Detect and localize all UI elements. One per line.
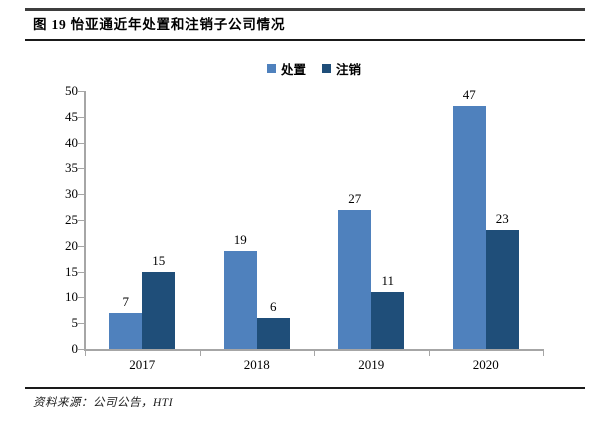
legend-item-deregistration: 注销 <box>322 59 361 78</box>
y-axis-line <box>84 91 86 349</box>
y-axis-tick <box>78 271 84 273</box>
x-axis-tick <box>428 351 430 356</box>
bar-disposal <box>338 209 372 349</box>
x-axis-tick <box>314 351 315 356</box>
x-axis-tick <box>199 351 201 356</box>
y-axis-tick <box>78 91 84 92</box>
bar-value-label: 7 <box>122 293 130 309</box>
chart-legend: 处置 注销 <box>85 59 543 78</box>
legend-swatch-deregistration-icon <box>322 64 331 73</box>
figure-title: 图 19 怡亚通近年处置和注销子公司情况 <box>33 17 286 32</box>
legend-swatch-disposal-icon <box>266 64 276 73</box>
y-axis-tick <box>78 220 84 221</box>
y-axis-tick <box>78 142 84 144</box>
bar-value-label: 47 <box>462 87 476 103</box>
x-axis-category-label: 2018 <box>243 357 270 372</box>
x-axis-category-label: 2019 <box>358 357 385 372</box>
bar-value-label: 11 <box>381 273 395 289</box>
bar-value-label: 6 <box>270 299 277 315</box>
bar-deregistration <box>142 271 176 349</box>
y-axis-tick <box>78 297 84 299</box>
top-divider <box>25 8 585 11</box>
y-axis-tick <box>78 194 84 196</box>
y-axis-tick <box>78 245 84 247</box>
y-axis-tick-label: 35 <box>65 160 78 176</box>
x-axis-tick <box>85 351 86 356</box>
x-axis-category-label: 2020 <box>472 357 499 372</box>
bar-disposal <box>223 250 257 349</box>
y-axis-tick-label: 50 <box>65 83 78 98</box>
title-divider <box>25 39 585 41</box>
bar-value-label: 27 <box>348 190 362 206</box>
y-axis-tick <box>78 116 84 118</box>
y-axis-tick-label: 40 <box>65 134 78 150</box>
y-axis-tick-label: 25 <box>65 212 78 227</box>
y-axis-tick <box>78 168 84 170</box>
y-axis-tick-label: 15 <box>65 263 78 279</box>
legend-label-disposal: 处置 <box>280 63 306 77</box>
bar-deregistration <box>256 318 290 349</box>
x-axis-category-label: 2017 <box>129 357 156 372</box>
bottom-divider <box>25 387 585 389</box>
bar-disposal <box>452 106 486 349</box>
bar-deregistration <box>371 292 405 349</box>
x-axis-line <box>84 349 544 351</box>
legend-label-deregistration: 注销 <box>336 63 362 77</box>
legend-item-disposal: 处置 <box>266 59 306 78</box>
y-axis-tick <box>78 349 84 350</box>
y-axis-tick-label: 10 <box>65 289 78 305</box>
y-axis-tick <box>78 323 84 325</box>
y-axis-tick-label: 5 <box>71 315 79 331</box>
bar-value-label: 19 <box>233 231 247 247</box>
bar-deregistration <box>485 230 519 349</box>
bar-disposal <box>109 312 143 349</box>
x-axis-tick <box>543 351 544 356</box>
source-note: 资料来源：公司公告，HTI <box>33 397 174 409</box>
y-axis-tick-label: 30 <box>65 186 78 202</box>
y-axis-tick-label: 45 <box>65 108 78 124</box>
bar-value-label: 23 <box>495 211 509 227</box>
y-axis-tick-label: 0 <box>71 341 79 356</box>
bar-value-label: 15 <box>152 252 166 268</box>
y-axis-tick-label: 20 <box>65 237 78 253</box>
